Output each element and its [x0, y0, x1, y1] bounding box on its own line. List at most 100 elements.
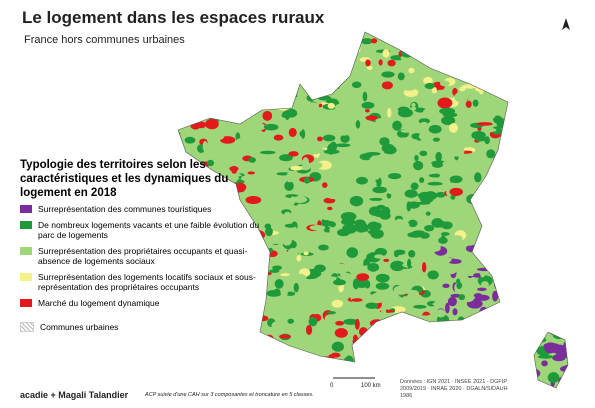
map-patch — [539, 269, 546, 279]
map-patch — [178, 46, 186, 56]
map-patch — [458, 38, 464, 42]
map-patch — [279, 39, 294, 45]
map-patch — [381, 206, 391, 217]
map-patch — [368, 206, 382, 217]
map-patch — [481, 32, 494, 34]
map-patch — [556, 231, 568, 237]
map-patch — [498, 32, 514, 39]
map-patch — [554, 319, 568, 323]
map-patch — [507, 93, 523, 104]
map-patch — [186, 342, 194, 349]
map-patch — [343, 318, 359, 325]
map-patch — [269, 382, 282, 388]
map-patch — [224, 371, 232, 382]
map-patch — [386, 192, 392, 199]
map-patch — [295, 234, 305, 241]
map-patch — [548, 249, 558, 256]
map-patch — [269, 345, 284, 354]
map-patch — [481, 203, 497, 212]
legend-swatch — [20, 220, 32, 229]
map-patch — [274, 279, 284, 289]
map-patch — [546, 114, 552, 119]
map-patch — [517, 318, 533, 323]
map-patch — [392, 318, 408, 327]
map-patch — [348, 249, 356, 256]
map-patch — [502, 166, 511, 171]
map-patch — [516, 179, 521, 184]
map-patch — [540, 41, 554, 49]
map-patch — [536, 210, 541, 215]
map-patch — [329, 227, 334, 233]
map-patch — [281, 384, 289, 388]
map-patch — [495, 248, 500, 260]
map-patch — [460, 50, 468, 61]
map-patch — [322, 73, 328, 82]
map-patch — [442, 160, 458, 169]
map-patch — [229, 33, 239, 44]
legend-label: Marché du logement dynamique — [38, 297, 160, 308]
map-patch — [503, 155, 509, 161]
map-patch — [446, 198, 458, 204]
map-patch — [337, 32, 343, 35]
map-patch — [289, 350, 306, 361]
map-patch — [365, 109, 370, 113]
map-patch — [486, 61, 502, 71]
map-patch — [470, 44, 475, 51]
map-patch — [539, 100, 547, 109]
map-patch — [489, 62, 505, 70]
map-patch — [417, 321, 431, 330]
map-patch — [510, 155, 515, 160]
map-patch — [365, 128, 375, 133]
map-patch — [454, 91, 469, 103]
map-patch — [456, 282, 463, 290]
map-patch — [284, 211, 292, 219]
map-patch — [409, 290, 420, 301]
map-patch — [491, 126, 503, 135]
map-patch — [236, 101, 243, 108]
map-patch — [524, 41, 536, 48]
map-patch — [318, 103, 323, 108]
map-patch — [471, 130, 486, 140]
map-patch — [528, 271, 544, 279]
map-patch — [435, 46, 444, 57]
map-patch — [502, 152, 516, 159]
map-patch — [389, 28, 396, 31]
map-patch — [512, 263, 528, 270]
map-patch — [397, 137, 413, 144]
map-patch — [222, 81, 228, 88]
map-patch — [517, 321, 525, 329]
map-patch — [553, 295, 568, 305]
map-patch — [428, 262, 440, 269]
map-patch — [285, 291, 296, 296]
map-patch — [333, 279, 346, 286]
map-patch — [529, 54, 540, 63]
map-patch — [521, 49, 536, 58]
map-patch — [352, 278, 360, 290]
map-patch — [220, 341, 235, 352]
map-patch — [493, 210, 509, 219]
map-patch — [450, 194, 456, 200]
map-patch — [553, 65, 565, 75]
map-patch — [178, 139, 182, 144]
map-patch — [475, 202, 483, 213]
map-patch — [508, 237, 518, 243]
map-patch — [368, 32, 383, 34]
map-patch — [361, 101, 375, 109]
map-patch — [282, 41, 297, 51]
map-patch — [283, 267, 291, 272]
map-patch — [222, 103, 237, 109]
map-patch — [384, 145, 397, 155]
map-patch — [361, 38, 373, 45]
map-patch — [554, 88, 559, 94]
map-patch — [226, 49, 234, 56]
map-patch — [474, 172, 482, 183]
map-patch — [504, 276, 518, 281]
map-patch — [476, 287, 487, 291]
map-patch — [436, 36, 449, 45]
map-patch — [202, 140, 208, 152]
map-patch — [565, 318, 568, 330]
map-patch — [303, 251, 309, 256]
map-patch — [398, 349, 414, 360]
map-patch — [342, 223, 358, 234]
map-patch — [279, 85, 292, 95]
